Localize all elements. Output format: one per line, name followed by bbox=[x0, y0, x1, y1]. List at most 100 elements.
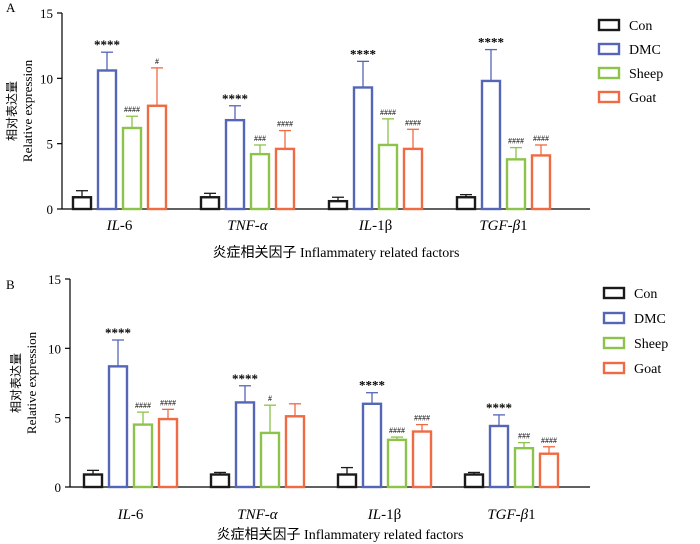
y-axis-label-en: Relative expression bbox=[20, 59, 35, 162]
legend-label: Goat bbox=[629, 91, 656, 106]
x-tick-label: IL-6 bbox=[117, 507, 144, 523]
bar-dmc bbox=[352, 86, 374, 211]
legend-swatch-con bbox=[597, 18, 621, 32]
bar-sheep bbox=[505, 158, 527, 211]
y-tick-label: 0 bbox=[47, 202, 54, 217]
legend-label: Sheep bbox=[629, 67, 663, 82]
y-tick-label: 15 bbox=[40, 6, 53, 21]
bar-con bbox=[336, 473, 358, 489]
significance-label: # bbox=[155, 57, 159, 66]
significance-label: #### bbox=[380, 108, 396, 117]
y-axis-label-cn: 相对表达量 bbox=[5, 81, 19, 141]
legend-swatch-sheep bbox=[602, 336, 626, 350]
bar-con bbox=[327, 199, 349, 211]
bar-sheep bbox=[377, 143, 399, 211]
legend-label: DMC bbox=[634, 312, 666, 327]
bar-goat bbox=[284, 415, 306, 489]
y-tick-label: 10 bbox=[48, 341, 61, 356]
legend-label: Con bbox=[629, 19, 652, 34]
bar-sheep bbox=[249, 152, 271, 211]
bar-sheep bbox=[132, 423, 154, 489]
significance-label: ### bbox=[254, 134, 266, 143]
legend-swatch-goat bbox=[597, 90, 621, 104]
bar-con bbox=[463, 473, 485, 489]
bar-dmc bbox=[488, 424, 510, 489]
bar-goat bbox=[411, 430, 433, 489]
bar-sheep bbox=[259, 431, 281, 489]
bar-goat bbox=[274, 147, 296, 211]
significance-label: #### bbox=[414, 414, 430, 423]
significance-label: **** bbox=[478, 35, 504, 50]
bar-sheep bbox=[513, 446, 535, 489]
significance-label: **** bbox=[222, 91, 248, 106]
bar-con bbox=[199, 196, 221, 211]
legend-swatch-dmc bbox=[602, 311, 626, 325]
bar-goat bbox=[538, 452, 560, 489]
y-axis-label-cn: 相对表达量 bbox=[9, 353, 23, 413]
x-tick-label: TGF-β1 bbox=[487, 507, 535, 523]
significance-label: #### bbox=[160, 398, 176, 407]
significance-label: **** bbox=[105, 325, 131, 340]
bar-con bbox=[209, 473, 231, 489]
bar-goat bbox=[157, 417, 179, 489]
bar-con bbox=[82, 473, 104, 489]
significance-label: #### bbox=[277, 120, 293, 129]
legend-label: Goat bbox=[634, 362, 661, 377]
bar-sheep bbox=[386, 438, 408, 489]
legend-label: Con bbox=[634, 287, 657, 302]
x-tick-label: TNF-α bbox=[227, 218, 269, 234]
significance-label: **** bbox=[486, 400, 512, 415]
bar-dmc bbox=[234, 401, 256, 489]
legend-swatch-sheep bbox=[597, 66, 621, 80]
x-axis-label: 炎症相关因子 Inflammatery related factors bbox=[217, 527, 464, 543]
legend-label: DMC bbox=[629, 43, 661, 58]
bar-goat bbox=[402, 147, 424, 211]
significance-label: #### bbox=[533, 134, 549, 143]
legend-swatch-goat bbox=[602, 361, 626, 375]
significance-label: **** bbox=[350, 46, 376, 61]
significance-label: #### bbox=[124, 105, 140, 114]
y-tick-label: 10 bbox=[40, 71, 53, 86]
significance-label: #### bbox=[508, 137, 524, 146]
significance-label: #### bbox=[135, 401, 151, 410]
y-tick-label: 15 bbox=[48, 272, 61, 287]
x-tick-label: IL-1β bbox=[358, 218, 392, 234]
bar-sheep bbox=[121, 126, 143, 211]
bar-goat bbox=[530, 154, 552, 211]
significance-label: #### bbox=[405, 118, 421, 127]
x-tick-label: TGF-β1 bbox=[479, 218, 527, 234]
bar-con bbox=[71, 196, 93, 211]
y-tick-label: 0 bbox=[55, 480, 62, 495]
significance-label: **** bbox=[232, 371, 258, 386]
bar-dmc bbox=[480, 79, 502, 211]
bar-dmc bbox=[96, 69, 118, 211]
panel-label: B bbox=[6, 277, 15, 292]
significance-label: #### bbox=[389, 426, 405, 435]
significance-label: ### bbox=[518, 432, 530, 441]
x-axis-label: 炎症相关因子 Inflammatery related factors bbox=[213, 245, 460, 261]
x-tick-label: IL-1β bbox=[367, 507, 401, 523]
legend-label: Sheep bbox=[634, 337, 668, 352]
significance-label: #### bbox=[541, 436, 557, 445]
x-tick-label: IL-6 bbox=[106, 218, 133, 234]
legend-swatch-dmc bbox=[597, 42, 621, 56]
legend-swatch-con bbox=[602, 286, 626, 300]
significance-label: **** bbox=[359, 378, 385, 393]
legend: Con DMC Sheep Goat bbox=[602, 286, 668, 377]
significance-label: # bbox=[268, 394, 272, 403]
y-axis-label-en: Relative expression bbox=[24, 331, 39, 434]
bar-goat bbox=[146, 104, 168, 211]
panel-label: A bbox=[6, 0, 16, 15]
bar-dmc bbox=[107, 365, 129, 489]
bar-dmc bbox=[224, 118, 246, 211]
x-tick-label: TNF-α bbox=[237, 507, 279, 523]
y-tick-label: 5 bbox=[55, 411, 62, 426]
significance-label: **** bbox=[94, 37, 120, 52]
bar-dmc bbox=[361, 402, 383, 489]
legend: Con DMC Sheep Goat bbox=[597, 18, 663, 106]
bar-con bbox=[455, 196, 477, 211]
y-tick-label: 5 bbox=[47, 137, 54, 152]
